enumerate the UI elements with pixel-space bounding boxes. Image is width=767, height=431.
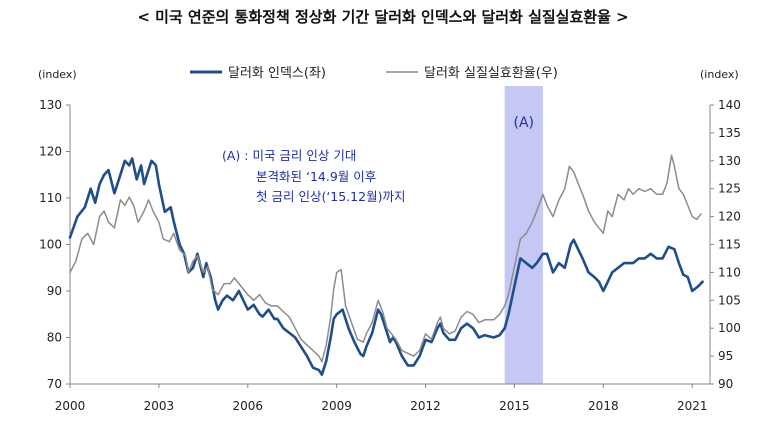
axes: 70 80 90 100 110 120 130 90 95 100 105 110 115 120 125… — [39, 98, 741, 413]
x-tick-label: 2009 — [321, 399, 352, 413]
y-tick-right-label: 130 — [718, 154, 741, 168]
y-tick-right-label: 100 — [718, 321, 741, 335]
series-line-real-effective-rate — [69, 154, 702, 363]
x-tick-label: 2000 — [55, 399, 86, 413]
y-tick-right-label: 95 — [718, 349, 733, 363]
y-tick-left-label: 120 — [39, 145, 62, 159]
x-tick-label: 2018 — [588, 399, 619, 413]
legend-label-dollar-index: 달러화 인덱스(좌) — [228, 66, 326, 81]
x-tick-label: 2006 — [233, 399, 264, 413]
y-tick-right-label: 120 — [718, 210, 741, 224]
right-axis-unit: (index) — [700, 68, 739, 81]
x-tick-label: 2003 — [144, 399, 175, 413]
series-line-dollar-index — [68, 157, 704, 376]
chart-title: < 미국 연준의 통화정책 정상화 기간 달러화 인덱스와 달러화 실질실효환율… — [137, 8, 628, 26]
x-tick-label: 2015 — [499, 399, 530, 413]
legend: 달러화 인덱스(좌) 달러화 실질실효환율(우) — [190, 66, 558, 81]
y-tick-left-label: 80 — [47, 331, 62, 345]
annotation-line-2: 본격화된 ‘14.9월 이후 — [256, 169, 376, 184]
left-axis-unit: (index) — [38, 68, 77, 81]
y-tick-left-label: 90 — [47, 284, 62, 298]
annotation-line-3: 첫 금리 인상(‘15.12월)까지 — [256, 189, 405, 204]
legend-label-real-effective-rate: 달러화 실질실효환율(우) — [424, 66, 558, 81]
shaded-region-label: (A) — [514, 115, 535, 131]
x-tick-label: 2021 — [677, 399, 708, 413]
y-tick-left-label: 70 — [47, 377, 62, 391]
annotation-line-1: (A) : 미국 금리 인상 기대 — [222, 148, 356, 163]
y-tick-right-label: 90 — [718, 377, 733, 391]
y-tick-right-label: 105 — [718, 293, 741, 307]
y-tick-right-label: 135 — [718, 126, 741, 140]
x-tick-label: 2012 — [410, 399, 441, 413]
annotation: (A) : 미국 금리 인상 기대 본격화된 ‘14.9월 이후 첫 금리 인상… — [222, 148, 405, 204]
y-tick-right-label: 115 — [718, 238, 741, 252]
y-tick-left-label: 130 — [39, 98, 62, 112]
y-tick-right-label: 140 — [718, 98, 741, 112]
y-tick-left-label: 100 — [39, 238, 62, 252]
y-tick-left-label: 110 — [39, 191, 62, 205]
y-tick-right-label: 125 — [718, 182, 741, 196]
series-lines — [68, 154, 704, 376]
y-tick-right-label: 110 — [718, 265, 741, 279]
